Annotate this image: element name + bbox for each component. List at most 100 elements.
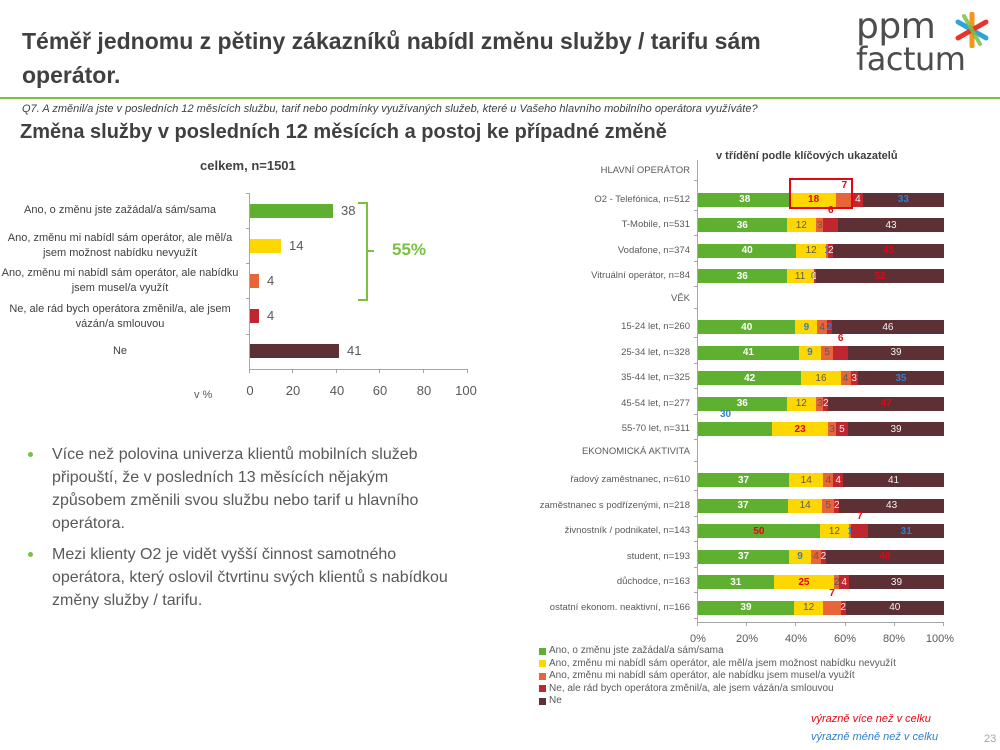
bar-segment: 39	[848, 575, 944, 589]
y-tick	[246, 228, 250, 229]
row-label: ostatní ekonom. neaktivní, n=166	[549, 601, 690, 613]
legend-item: Ne	[539, 695, 896, 708]
bar-segment: 5	[835, 422, 849, 436]
legend-label: Ano, o změnu jste zažádal/a sám/sama	[549, 645, 724, 656]
segment-value: 4	[841, 576, 847, 588]
segment-value: 12	[803, 602, 815, 613]
segment-value: 42	[744, 372, 756, 384]
segment-value: 3	[816, 219, 823, 231]
y-tick	[246, 298, 250, 299]
segment-value: 50	[753, 525, 765, 537]
bar-segment: 1	[824, 243, 830, 258]
bar-segment: 36	[698, 269, 787, 283]
row-label: Vitruální operátor, n=84	[591, 270, 690, 281]
segment-value: 16	[815, 372, 827, 384]
bar-segment: 39	[848, 422, 944, 436]
bar-segment: 37	[698, 549, 790, 564]
segment-value: 39	[890, 423, 902, 435]
stacked-bar-row: 40 9 4 2 46	[698, 320, 944, 334]
stacked-bar-row: 30 23 3 5 39	[698, 409, 944, 436]
segment-value: 36	[736, 219, 748, 231]
x-tick-label: 100	[455, 383, 477, 398]
y-tick	[694, 209, 698, 211]
segment-value: 4	[835, 474, 841, 486]
stacked-bar-row: 31 25 2 4 39	[698, 575, 944, 589]
bar-offered-mandatory	[250, 274, 259, 288]
y-tick	[694, 413, 698, 415]
right-y-axis	[697, 160, 698, 622]
segment-value: 39	[890, 347, 902, 358]
header-divider	[0, 97, 1000, 99]
group-heading: HLAVNÍ OPERÁTOR	[600, 165, 690, 176]
legend-item: Ano, o změnu jste zažádal/a sám/sama	[539, 645, 896, 658]
segment-value: 12	[795, 219, 807, 231]
bar-segment: 7	[823, 588, 841, 615]
bar-segment: 4	[840, 371, 851, 385]
bar-value: 4	[267, 273, 275, 288]
segment-value: 12	[828, 525, 840, 537]
right-x-axis	[697, 622, 944, 623]
segment-value: 12	[795, 398, 807, 409]
x-tick-label: 80%	[882, 633, 906, 645]
segment-value: 40	[741, 321, 753, 333]
segment-value: 1	[824, 245, 830, 256]
segment-value: 3	[851, 372, 857, 384]
bar-segment: 16	[801, 371, 841, 385]
bar-segment: 3	[816, 396, 824, 411]
legend-label: Ano, změnu mi nabídl sám operátor, ale m…	[549, 657, 896, 669]
x-tick	[249, 369, 250, 373]
logo-text-ppm: ppm	[856, 6, 936, 47]
bullet-icon	[28, 552, 33, 557]
bar-segment: 50	[698, 524, 820, 538]
stacked-bar-row: 36110152	[698, 269, 944, 283]
segment-value: 5	[825, 500, 832, 511]
segment-value: 14	[800, 474, 812, 486]
y-tick	[694, 439, 698, 440]
y-tick	[694, 515, 698, 517]
segment-value: 30	[720, 409, 732, 420]
segment-value: 2	[823, 398, 829, 409]
y-tick	[694, 286, 698, 287]
bar-segment: 25	[773, 575, 835, 589]
segment-value: 38	[739, 194, 751, 205]
bar-segment: 2	[827, 320, 832, 334]
stacked-bar-row: 40 12 1 2 45	[698, 243, 944, 258]
row-label: řadový zaměstnanec, n=610	[570, 474, 690, 485]
bar-segment: 36	[698, 218, 787, 232]
segment-value: 7	[857, 511, 863, 522]
significance-less-note: výrazně méně než v celku	[811, 731, 939, 743]
bar-value: 14	[289, 238, 304, 253]
asterisk-logo-icon	[955, 12, 989, 48]
category-label: Ne	[112, 345, 128, 357]
legend-label: Ano, změnu mi nabídl sám operátor, ale n…	[549, 670, 855, 681]
bar-segment: 31	[698, 575, 774, 589]
y-tick	[694, 566, 698, 568]
segment-value: 39	[890, 576, 903, 588]
stacked-bar-row: 41 9 5 6 39	[698, 333, 944, 360]
category-label: Ano, změnu mi nabídl sám operátor, ale m…	[7, 232, 233, 259]
segment-value: 37	[737, 500, 749, 511]
bar-segment: 39	[698, 600, 794, 615]
bar-segment: 7	[835, 180, 853, 207]
bar-segment: 43	[839, 498, 944, 513]
x-tick	[467, 369, 468, 373]
row-label: 15-24 let, n=260	[621, 321, 690, 332]
bar-segment: 40	[698, 243, 797, 258]
bar-segment: 43	[838, 218, 944, 232]
slide-title: Téměř jednomu z pětiny zákazníků nabídl …	[22, 28, 761, 88]
section-subtitle: Změna služby v posledních 12 měsících a …	[20, 121, 667, 143]
bar-segment: 6	[833, 333, 849, 360]
o2-highlight-box	[789, 178, 853, 209]
x-tick	[795, 622, 796, 626]
bar-segment: 7	[851, 511, 869, 538]
x-tick	[746, 622, 747, 626]
x-tick-label: 20%	[735, 633, 759, 645]
segment-value: 9	[807, 347, 813, 358]
row-label: 45-54 let, n=277	[621, 397, 690, 409]
x-tick-label: 0%	[690, 633, 706, 645]
bar-segment: 38	[698, 192, 792, 207]
finding-text: Více než polovina univerza klientů mobil…	[52, 446, 419, 532]
segment-value: 52	[874, 270, 886, 282]
y-tick	[694, 617, 698, 619]
y-tick	[694, 337, 698, 338]
